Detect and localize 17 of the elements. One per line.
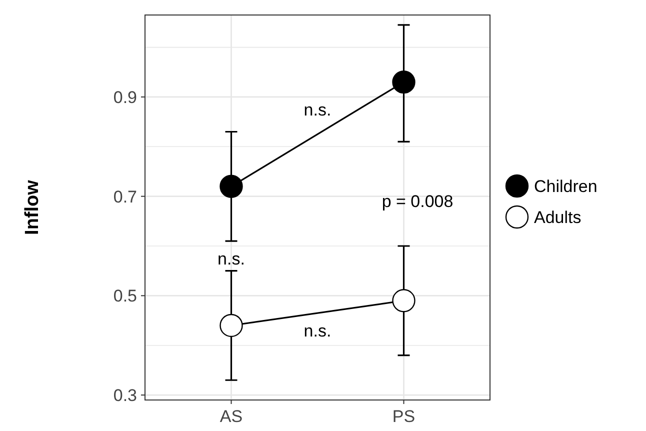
y-tick-label: 0.9 [113,88,137,107]
point [392,70,416,94]
y-tick-label: 0.3 [113,386,137,405]
y-tick-label: 0.7 [113,187,137,206]
annotation: n.s. [304,100,332,120]
legend-label: Adults [534,208,582,227]
annotation: n.s. [218,249,245,268]
annotation: n.s. [304,321,332,340]
point [392,289,416,312]
x-tick-label: AS [220,407,243,426]
legend-label: Children [534,176,598,196]
annotation: p = 0.008 [382,192,454,212]
point [220,174,243,198]
y-tick-label: 0.5 [113,286,137,306]
y-axis-title: Inflow [22,180,43,235]
point [220,314,243,338]
x-tick-label: PS [392,407,416,426]
